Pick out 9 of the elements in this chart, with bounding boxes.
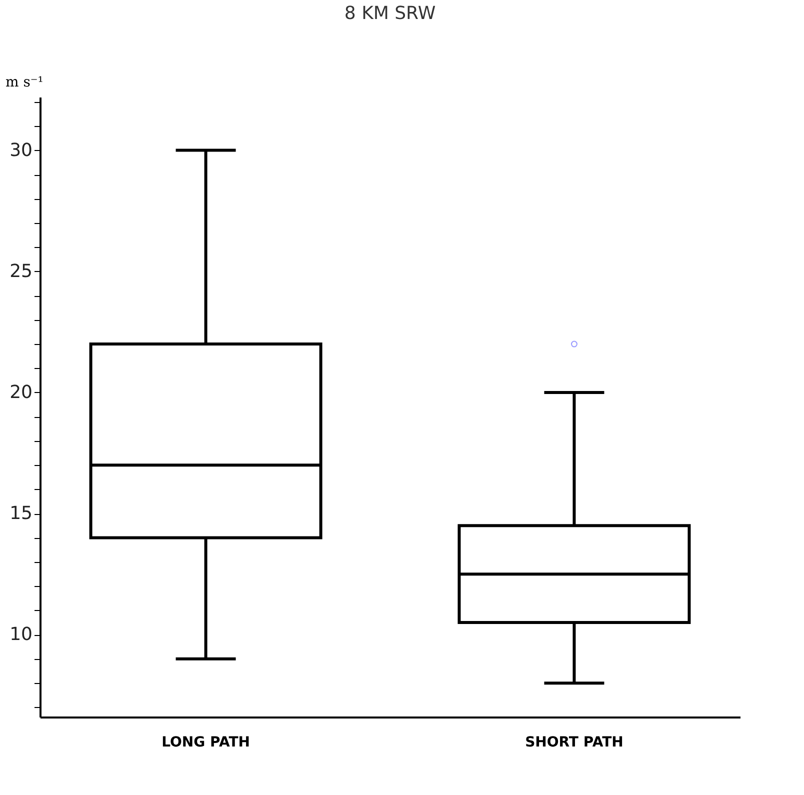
x-tick-label: SHORT PATH: [525, 734, 624, 750]
y-tick-label: 25: [10, 260, 32, 282]
y-tick-label: 15: [10, 503, 32, 524]
y-tick-label: 20: [10, 382, 32, 403]
chart-title: 8 KM SRW: [344, 3, 436, 24]
y-axis-title: m s⁻¹: [6, 74, 44, 90]
y-tick-label: 10: [10, 624, 32, 646]
x-tick-label: LONG PATH: [162, 734, 250, 750]
y-tick-label: 30: [10, 140, 32, 161]
